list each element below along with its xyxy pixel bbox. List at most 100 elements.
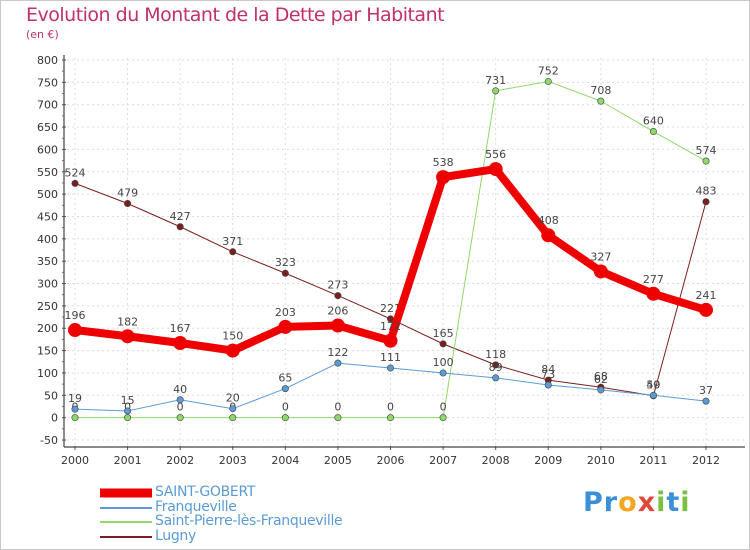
- data-label: 84: [541, 363, 555, 376]
- data-label: 15: [121, 394, 135, 407]
- data-label: 408: [538, 214, 559, 227]
- y-tick-label: 150: [37, 345, 58, 358]
- data-point: [71, 414, 79, 422]
- y-tick-label: 800: [37, 54, 58, 67]
- y-tick-label: 300: [37, 278, 58, 291]
- legend-swatch: [100, 521, 152, 523]
- legend-label: Lugny: [155, 528, 196, 544]
- data-label: 203: [275, 306, 296, 319]
- data-label: 49: [646, 379, 660, 392]
- data-point: [492, 374, 500, 382]
- logo-letter: x: [637, 487, 657, 518]
- legend-swatch: [100, 507, 152, 509]
- data-point: [649, 391, 657, 399]
- y-tick-label: 350: [37, 255, 58, 268]
- data-point: [593, 264, 608, 279]
- data-label: 574: [696, 144, 717, 157]
- x-tick-label: 2000: [61, 454, 89, 467]
- data-label: 150: [222, 330, 243, 343]
- data-point: [699, 302, 713, 317]
- data-label: 100: [433, 356, 454, 369]
- data-point: [386, 414, 394, 422]
- data-label: 556: [485, 148, 506, 161]
- data-point: [383, 333, 398, 348]
- data-point: [386, 364, 394, 372]
- data-point: [278, 319, 293, 334]
- data-point: [176, 414, 184, 422]
- data-point: [124, 407, 132, 415]
- data-label: 165: [433, 327, 454, 340]
- y-tick-label: -50: [40, 434, 58, 447]
- data-point: [597, 97, 605, 105]
- x-tick-label: 2001: [114, 454, 142, 467]
- y-tick-label: 0: [51, 412, 58, 425]
- logo-letter: r: [603, 487, 619, 518]
- data-label: 37: [699, 384, 713, 397]
- y-tick-label: 250: [37, 300, 58, 313]
- data-point: [492, 87, 500, 95]
- y-tick-label: 400: [37, 233, 58, 246]
- logo-letter: o: [618, 487, 638, 518]
- data-point: [334, 414, 342, 422]
- data-point: [436, 170, 451, 185]
- data-point: [176, 223, 184, 231]
- data-point: [229, 414, 237, 422]
- data-label: 50: [646, 378, 660, 391]
- data-label: 708: [590, 84, 611, 97]
- y-tick-label: 500: [37, 188, 58, 201]
- x-tick-label: 2006: [377, 454, 405, 467]
- logo-letter: i: [680, 487, 691, 518]
- data-label: 62: [594, 373, 608, 386]
- data-label: 273: [327, 279, 348, 292]
- data-label: 0: [177, 401, 184, 414]
- data-label: 89: [489, 361, 503, 374]
- chart-title: Evolution du Montant de la Dette par Hab…: [26, 4, 445, 26]
- data-point: [544, 77, 552, 85]
- data-label: 65: [278, 372, 292, 385]
- data-label: 640: [643, 115, 664, 128]
- y-tick-label: 550: [37, 166, 58, 179]
- data-point: [544, 381, 552, 389]
- x-tick-label: 2012: [692, 454, 720, 467]
- data-point: [439, 340, 447, 348]
- data-label: 371: [222, 235, 243, 248]
- data-point: [702, 157, 710, 165]
- x-tick-label: 2010: [587, 454, 615, 467]
- data-point: [225, 343, 240, 358]
- logo-letter: i: [656, 487, 667, 518]
- y-tick-label: 100: [37, 367, 58, 380]
- data-point: [439, 414, 447, 422]
- data-label: 20: [226, 392, 240, 405]
- data-point: [71, 179, 79, 187]
- proxiti-logo: Proxiti: [583, 487, 691, 518]
- data-label: 524: [65, 166, 86, 179]
- data-label: 0: [124, 401, 131, 414]
- data-label: 167: [170, 322, 191, 335]
- y-tick-label: 50: [44, 389, 58, 402]
- x-tick-label: 2003: [219, 454, 247, 467]
- data-label: 196: [65, 309, 86, 322]
- data-label: 172: [380, 320, 401, 333]
- x-tick-label: 2004: [271, 454, 299, 467]
- y-tick-label: 650: [37, 121, 58, 134]
- data-label: 479: [117, 187, 138, 200]
- data-point: [120, 329, 135, 344]
- data-point: [597, 386, 605, 394]
- data-point: [702, 397, 710, 405]
- data-label: 0: [387, 401, 394, 414]
- legend-label: Saint-Pierre-lès-Franqueville: [155, 513, 343, 529]
- data-label: 0: [334, 401, 341, 414]
- data-label: 427: [170, 210, 191, 223]
- data-label: 752: [538, 64, 559, 77]
- legend-label: Franqueville: [155, 499, 237, 515]
- y-tick-label: 450: [37, 210, 58, 223]
- data-point: [281, 385, 289, 393]
- data-point: [439, 369, 447, 377]
- data-label: 323: [275, 256, 296, 269]
- data-point: [702, 198, 710, 206]
- logo-letter: P: [583, 487, 604, 518]
- data-label: 538: [433, 156, 454, 169]
- data-label: 206: [327, 305, 348, 318]
